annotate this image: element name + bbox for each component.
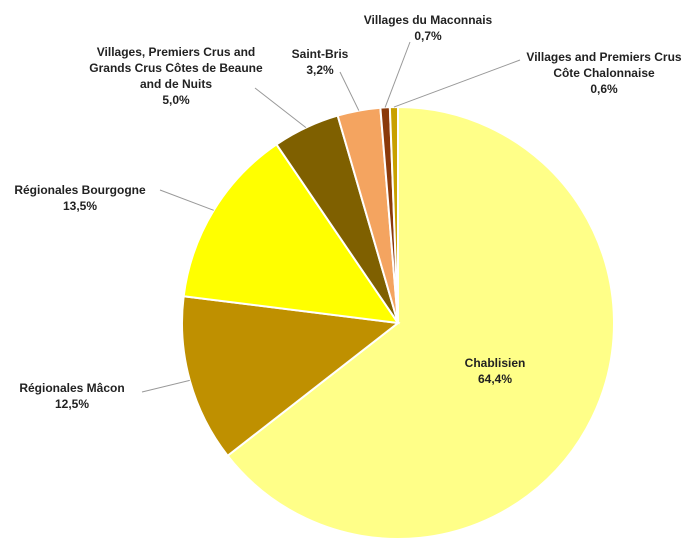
value-label: 3,2% bbox=[306, 63, 334, 77]
data-label: Villages, Premiers Crus and Grands Crus … bbox=[86, 44, 266, 108]
category-label: Villages, Premiers Crus and Grands Crus … bbox=[89, 45, 263, 91]
category-label: Villages and Premiers Crus Côte Chalonna… bbox=[526, 50, 682, 80]
pie-slice bbox=[182, 143, 401, 325]
data-label: Régionales Mâcon 12,5% bbox=[7, 380, 137, 412]
category-label: Villages du Maconnais bbox=[363, 13, 493, 27]
category-label: Chablisien bbox=[464, 356, 526, 370]
leader-line bbox=[384, 41, 411, 108]
data-label: Régionales Bourgogne 13,5% bbox=[5, 182, 155, 214]
leader-line bbox=[393, 59, 521, 108]
leader-line bbox=[339, 71, 360, 111]
value-label: 0,6% bbox=[590, 82, 618, 96]
data-label: Chablisien 64,4% bbox=[435, 355, 555, 387]
leader-line bbox=[159, 189, 214, 211]
category-label: Régionales Mâcon bbox=[19, 381, 125, 395]
category-label: Saint-Bris bbox=[291, 47, 349, 61]
data-label: Villages and Premiers Crus Côte Chalonna… bbox=[524, 49, 684, 97]
value-label: 13,5% bbox=[62, 199, 98, 213]
value-label: 0,7% bbox=[414, 29, 442, 43]
pie-slice bbox=[226, 105, 615, 540]
category-label: Régionales Bourgogne bbox=[14, 183, 146, 197]
data-label: Saint-Bris 3,2% bbox=[290, 46, 350, 78]
leader-line bbox=[141, 379, 190, 393]
value-label: 64,4% bbox=[477, 372, 513, 386]
value-label: 12,5% bbox=[54, 397, 90, 411]
value-label: 5,0% bbox=[162, 93, 190, 107]
leader-line bbox=[254, 87, 307, 128]
data-label: Villages du Maconnais 0,7% bbox=[358, 12, 498, 44]
